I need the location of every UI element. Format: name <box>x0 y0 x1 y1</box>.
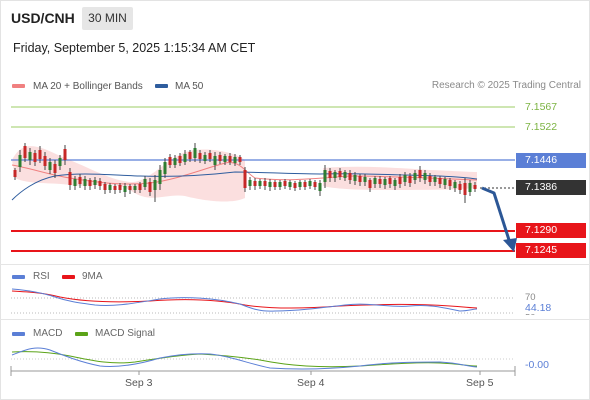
macd-signal-legend: MACD Signal <box>95 328 156 339</box>
symbol-title: USD/CNH <box>11 10 75 26</box>
x-label-sep3: Sep 3 <box>125 377 153 389</box>
ma50-swatch <box>155 84 168 88</box>
rsi-panel-divider <box>0 264 590 265</box>
rsi-ma-line <box>11 290 478 309</box>
support-1-box: 7.1290 <box>516 223 586 238</box>
x-label-sep4: Sep 4 <box>297 377 325 389</box>
candles <box>13 143 477 203</box>
macd-legend: MACD <box>33 328 63 339</box>
datetime-label: Friday, September 5, 2025 1:15:34 AM CET <box>13 41 256 55</box>
forecast-arrowhead <box>503 238 517 252</box>
rsi-swatch <box>12 275 25 279</box>
ma50-line <box>11 171 478 201</box>
credit-text: Research © 2025 Trading Central <box>431 80 581 91</box>
forecast-arrow <box>481 186 512 244</box>
rsi-line <box>11 288 478 312</box>
resistance-2-label: 7.1567 <box>525 101 558 113</box>
rsi-value-label: 44.18 <box>525 302 552 314</box>
pivot-price-box: 7.1446 <box>516 153 586 168</box>
rsi-ma-legend: 9MA <box>82 271 103 282</box>
support-2-box: 7.1245 <box>516 243 586 258</box>
macd-signal-swatch <box>75 332 88 336</box>
rsi-ma-swatch <box>62 275 75 279</box>
current-price-box: 7.1386 <box>516 180 586 195</box>
macd-value-label: -0.00 <box>525 359 549 371</box>
ma20-swatch <box>12 84 25 88</box>
x-label-sep5: Sep 5 <box>466 377 494 389</box>
rsi-70-label: 70 <box>525 292 536 303</box>
rsi-legend: RSI <box>33 271 50 282</box>
resistance-1-label: 7.1522 <box>525 121 558 133</box>
ma50-legend: MA 50 <box>175 81 204 92</box>
macd-signal-line <box>11 351 478 368</box>
macd-swatch <box>12 332 25 336</box>
timeframe-button[interactable]: 30 MIN <box>82 7 133 30</box>
macd-panel-divider <box>0 319 590 320</box>
ma20-legend: MA 20 + Bollinger Bands <box>33 81 143 92</box>
macd-line <box>11 347 478 370</box>
